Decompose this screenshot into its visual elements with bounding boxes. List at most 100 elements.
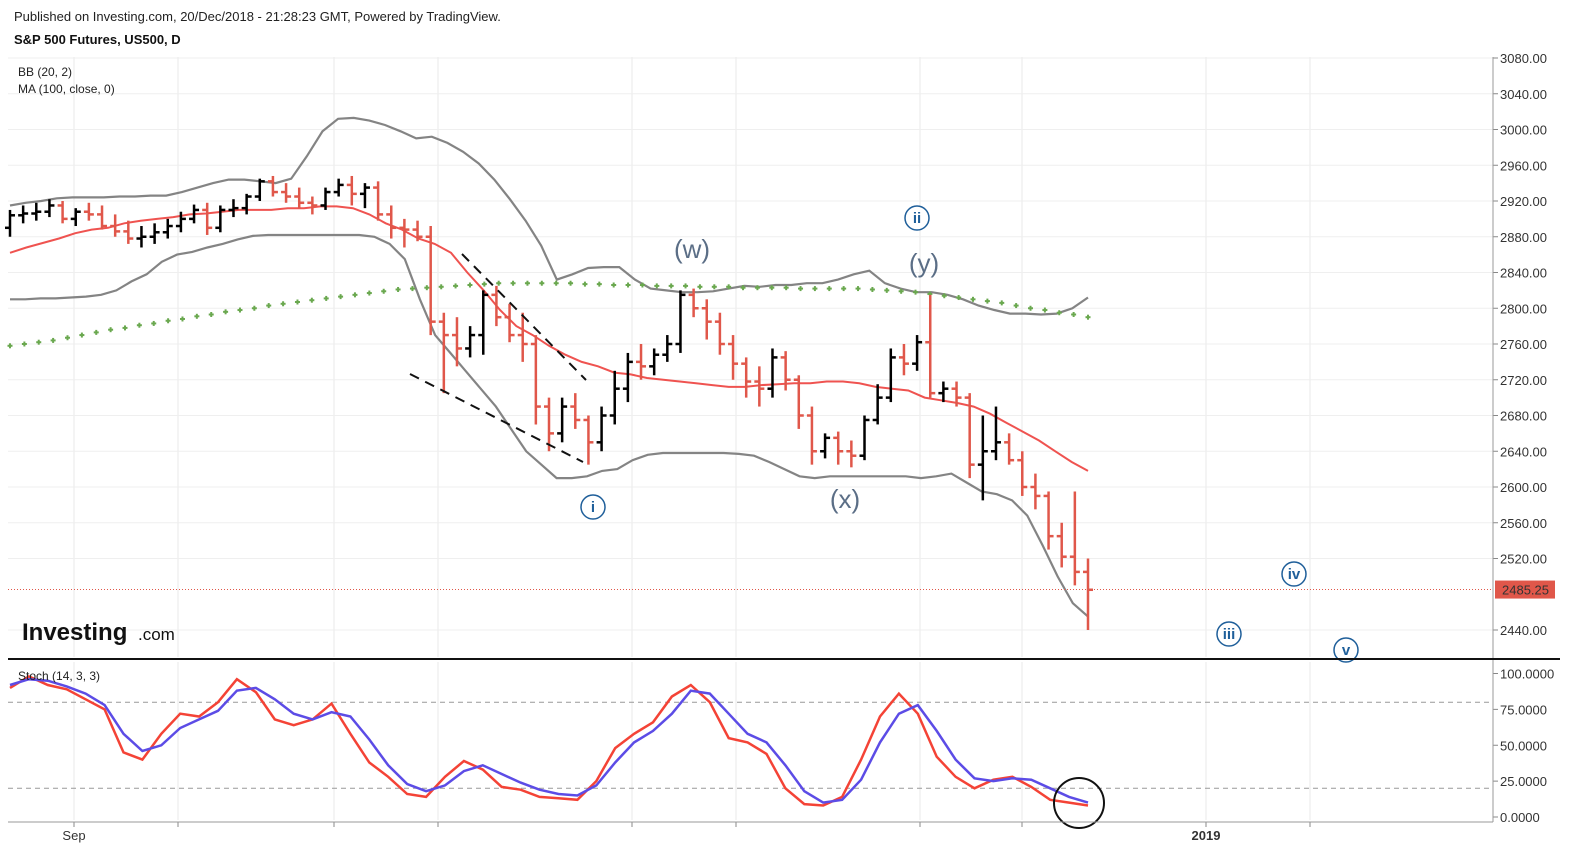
ohlc-bar [938, 381, 949, 403]
svg-text:.com: .com [138, 625, 175, 644]
ohlc-bar [307, 196, 318, 215]
ohlc-bar [636, 344, 647, 380]
ohlc-bar [149, 223, 160, 244]
ohlc-bar [228, 199, 239, 218]
x-axis-labels: Sep 2019 [62, 828, 1220, 843]
ohlc-bar [1083, 558, 1093, 630]
ohlc-bar [438, 312, 449, 394]
ma100-point [438, 284, 444, 290]
y-tick-label: 2440.00 [1500, 623, 1547, 638]
ohlc-bar [478, 290, 489, 355]
ohlc-bar [451, 317, 462, 367]
ohlc-bar [5, 209, 15, 237]
ohlc-bar [136, 226, 147, 248]
ohlc-bar [898, 344, 909, 376]
ma100-point [639, 282, 645, 288]
wave-label-iv[interactable]: iv [1281, 561, 1307, 587]
stoch-level-lines [8, 701, 1493, 789]
ohlc-bar [1030, 473, 1041, 510]
wave-label-i[interactable]: i [580, 494, 606, 520]
ohlc-bar [425, 226, 436, 336]
ohlc-bar [281, 183, 292, 203]
ma100-point [453, 283, 459, 289]
investing-logo: Investing .com [22, 619, 175, 646]
ma100-point [999, 300, 1005, 306]
ma100-point [395, 286, 401, 292]
ohlc-bar [754, 366, 765, 407]
bb-legend[interactable]: BB (20, 2) [18, 65, 72, 79]
ma100-point [625, 282, 631, 288]
ohlc-bar [412, 220, 423, 242]
ma100-point [280, 301, 286, 307]
y-tick-label: 3080.00 [1500, 51, 1547, 66]
ohlc-bar [1017, 451, 1028, 496]
ohlc-bar [1056, 522, 1067, 568]
ohlc-bar [517, 312, 528, 362]
ohlc-bar [741, 357, 752, 398]
ma100-point [50, 337, 56, 343]
ma100-point [941, 293, 947, 299]
ma100-point [194, 313, 200, 319]
grid [8, 57, 1493, 827]
ohlc-bar [44, 199, 55, 218]
ma100-point [93, 329, 99, 335]
ma100-point [1042, 307, 1048, 313]
ma100-point [366, 290, 372, 296]
ohlc-bar [570, 393, 581, 429]
ohlc-bar [267, 175, 278, 197]
ma100-point [841, 286, 847, 292]
ohlc-bar [1004, 433, 1015, 465]
ma100-point [424, 285, 430, 291]
ma100-point [568, 280, 574, 286]
ma100-point [64, 335, 70, 341]
ohlc-bar [820, 433, 831, 459]
ma100-point [884, 287, 890, 293]
ma100-point [251, 305, 257, 311]
ohlc-bar [189, 204, 200, 224]
ma100-point [294, 299, 300, 305]
ma100-point [1013, 303, 1019, 309]
ma100-point [956, 295, 962, 301]
x-tick-label: Sep [62, 828, 85, 843]
svg-text:iv: iv [1288, 566, 1301, 583]
ohlc-bar [97, 205, 108, 230]
y-tick-label: 2680.00 [1500, 409, 1547, 424]
ohlc-bar [964, 393, 975, 479]
y-axis-labels: 3080.00 3040.00 3000.00 2960.00 2920.00 2880.… [1493, 51, 1554, 825]
ohlc-bar [1043, 491, 1054, 550]
wave-label-ii[interactable]: ii [904, 205, 930, 231]
wave-label-iii[interactable]: iii [1216, 621, 1242, 647]
wave-label-w[interactable]: (w) [674, 234, 710, 264]
ma-legend[interactable]: MA (100, close, 0) [18, 82, 115, 96]
ohlc-bar [622, 352, 633, 403]
stoch-legend[interactable]: Stoch (14, 3, 3) [18, 669, 100, 683]
ma100-point [510, 280, 516, 286]
ma100-point [266, 303, 272, 309]
ohlc-bar [1069, 491, 1080, 586]
ohlc-bar [254, 178, 265, 201]
ohlc-bar [859, 415, 870, 461]
wedge-line-lower[interactable] [409, 373, 584, 463]
wave-label-y[interactable]: (y) [909, 248, 939, 278]
ohlc-bar [386, 205, 397, 239]
stoch-highlight-circle[interactable] [1053, 777, 1105, 829]
ma100-point [654, 283, 660, 289]
ma100-point [467, 282, 473, 288]
ohlc-bar [333, 178, 344, 197]
ma100-point [798, 286, 804, 292]
y-tick-label: 2960.00 [1500, 158, 1547, 173]
ohlc-bar [701, 299, 712, 340]
wave-label-v[interactable]: v [1333, 637, 1359, 663]
symbol-title: S&P 500 Futures, US500, D [14, 32, 181, 47]
stoch-y-tick-label: 100.0000 [1500, 667, 1554, 682]
ma100-point [611, 282, 617, 288]
y-tick-label: 2640.00 [1500, 444, 1547, 459]
wedge-line-upper[interactable] [461, 253, 587, 381]
wave-label-x[interactable]: (x) [830, 484, 860, 514]
last-price-badge [1495, 580, 1555, 599]
ma100-point [237, 307, 243, 313]
ma100-point [1071, 312, 1077, 318]
stoch-d-line [9, 677, 1089, 804]
ma100-point [970, 296, 976, 302]
